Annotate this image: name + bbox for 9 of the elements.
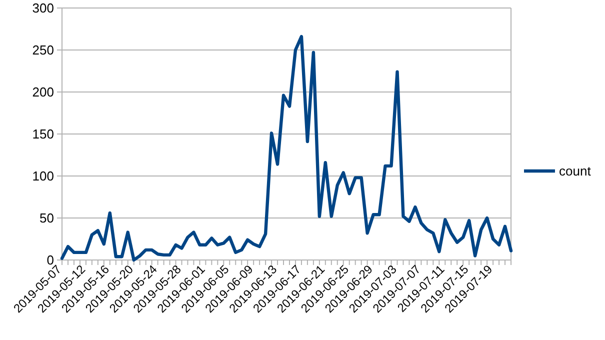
y-tick-label: 250	[32, 42, 54, 58]
y-tick-label: 0	[46, 252, 54, 268]
line-series	[60, 34, 513, 262]
legend-label: count	[559, 164, 592, 179]
y-tick-label: 150	[32, 126, 54, 142]
y-tick-label: 100	[32, 168, 54, 184]
y-tick-label: 200	[32, 84, 54, 100]
y-tick-label: 50	[40, 210, 54, 226]
y-tick-label: 300	[32, 0, 54, 16]
